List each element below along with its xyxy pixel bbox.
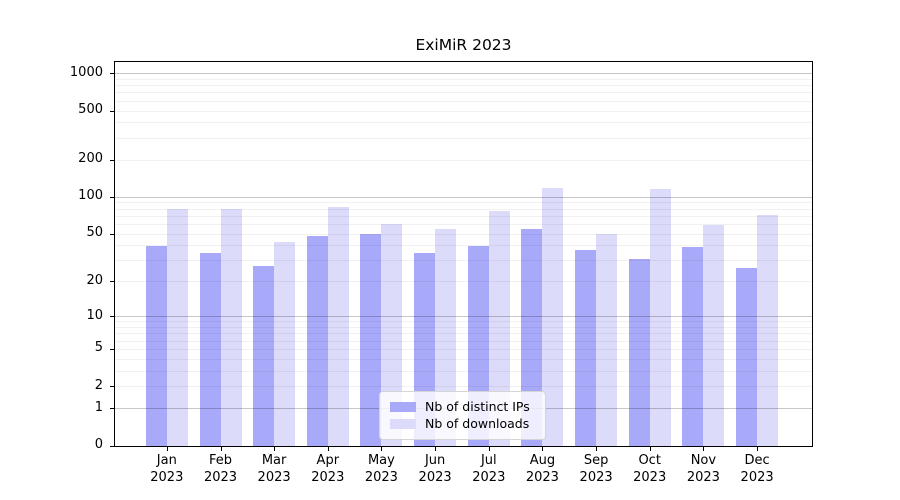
bar-downloads (703, 225, 725, 446)
x-tick-label: Feb 2023 (203, 453, 238, 485)
bar-downloads (381, 224, 403, 446)
plot-area: Nb of distinct IPs Nb of downloads (110, 61, 813, 451)
y-tick (110, 233, 114, 235)
bar-downloads (488, 210, 510, 446)
x-tick (381, 447, 383, 451)
bar-distinct-ips (628, 259, 650, 446)
x-tick-label: Jan 2023 (150, 453, 184, 485)
x-tick (166, 447, 168, 451)
x-tick (488, 447, 490, 451)
y-tick (110, 73, 114, 75)
bar-distinct-ips (306, 236, 328, 446)
bar-distinct-ips (682, 247, 704, 446)
y-tick (110, 281, 114, 283)
x-tick-label: Jun 2023 (418, 453, 452, 485)
y-tick-label: 2 (94, 377, 103, 393)
bar-downloads (542, 187, 564, 446)
y-tick-label: 5 (94, 340, 103, 356)
y-tick-label: 500 (78, 102, 103, 117)
legend-swatch (390, 418, 416, 429)
bar-downloads (220, 209, 242, 446)
legend-row: Nb of downloads (380, 415, 545, 432)
y-tick (110, 386, 114, 388)
bar-downloads (596, 234, 618, 446)
y-tick-label: 20 (86, 272, 103, 288)
x-tick-label: Apr 2023 (311, 453, 345, 485)
y-tick (110, 348, 114, 350)
bar-downloads (757, 214, 779, 446)
x-tick (327, 447, 329, 451)
chart-title: ExiMiR 2023 (415, 36, 512, 54)
y-tick-label: 200 (78, 151, 103, 167)
bar-distinct-ips (145, 245, 167, 446)
y-tick (110, 196, 114, 198)
bar-distinct-ips (575, 249, 597, 446)
x-tick (274, 447, 276, 451)
y-tick-label: 1 (94, 399, 103, 415)
bar-downloads (649, 188, 671, 446)
bar-distinct-ips (199, 252, 221, 446)
x-tick-label: Sep 2023 (579, 453, 613, 485)
x-tick-label: Jul 2023 (472, 453, 506, 485)
legend-row: Nb of distinct IPs (380, 398, 545, 415)
legend-label: Nb of distinct IPs (425, 399, 530, 414)
x-tick-label: Aug 2023 (525, 453, 559, 485)
bar-downloads (274, 242, 296, 446)
x-tick (703, 447, 705, 451)
bar-downloads (327, 207, 349, 446)
legend: Nb of distinct IPs Nb of downloads (379, 391, 546, 440)
y-tick-label: 1000 (69, 64, 103, 80)
y-tick (110, 316, 114, 318)
bar-distinct-ips (360, 234, 382, 446)
x-tick-label: May 2023 (364, 453, 398, 485)
legend-swatch (390, 401, 416, 412)
y-tick (110, 445, 114, 447)
y-tick (110, 408, 114, 410)
x-tick (757, 447, 759, 451)
bar-distinct-ips (253, 266, 275, 446)
y-tick-label: 0 (94, 437, 103, 452)
x-tick (542, 447, 544, 451)
x-tick-label: Nov 2023 (686, 453, 720, 485)
bars-layer (115, 62, 812, 446)
x-tick (596, 447, 598, 451)
y-tick-label: 50 (86, 225, 103, 241)
x-tick (220, 447, 222, 451)
y-tick-label: 10 (86, 307, 103, 323)
x-tick (435, 447, 437, 451)
y-tick-label: 100 (78, 188, 103, 204)
x-tick-label: Mar 2023 (257, 453, 291, 485)
x-tick-label: Oct 2023 (633, 453, 667, 485)
x-tick (649, 447, 651, 451)
bar-distinct-ips (736, 268, 758, 446)
legend-label: Nb of downloads (425, 416, 530, 431)
x-tick-label: Dec 2023 (740, 453, 774, 485)
y-tick (110, 159, 114, 161)
y-tick (110, 110, 114, 112)
bar-downloads (166, 208, 188, 446)
